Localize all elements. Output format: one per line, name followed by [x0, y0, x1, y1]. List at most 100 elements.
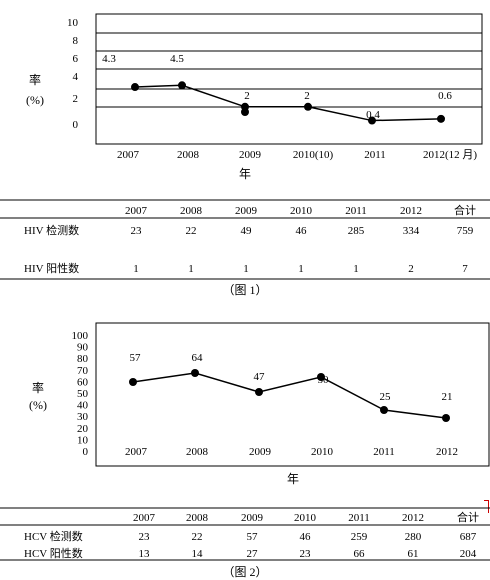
figure-2-caption: （图 2）	[222, 565, 268, 579]
table-2-cell-1-2: 14	[192, 548, 204, 560]
chart-1-ylabel-line2: (%)	[26, 93, 44, 107]
chart-1-data-label-2: 2	[244, 90, 250, 102]
chart-2-ytick-label-70: 70	[77, 365, 89, 377]
chart-2-data-label-2: 47	[254, 371, 266, 383]
chart-1-xtick-labels: 2007 2008 2009 2010(10) 2011 2012(12 月)	[117, 149, 477, 161]
table-2-header-7: 合计	[457, 510, 479, 524]
table-1-cells: 2007 2008 2009 2010 2011 2012 合计 HIV 检测数 23 22 49 4…	[24, 203, 476, 275]
table-1-header-5: 2011	[345, 205, 367, 217]
table-2-cell-0-0: HCV 检测数	[24, 529, 83, 543]
chart-2-ytick-label-50: 50	[77, 388, 89, 400]
chart-1-xtick-label-1: 2008	[177, 149, 200, 161]
chart-1-ytick-label-8: 8	[73, 35, 79, 47]
table-1-cell-0-2: 22	[186, 225, 197, 237]
table-2-cell-1-6: 61	[408, 548, 419, 560]
table-2-cell-0-2: 22	[192, 531, 203, 543]
table-2-cell-0-6: 280	[405, 531, 422, 543]
chart-1-xtick-label-0: 2007	[117, 149, 140, 161]
table-2-header-1: 2007	[133, 512, 156, 524]
chart-1-ylabel-line1: 率	[29, 72, 41, 87]
chart-1-ytick-label-6: 6	[73, 53, 79, 65]
chart-2-xtick-label-0: 2007	[125, 446, 148, 458]
chart-1-ytick-label-2: 2	[73, 93, 79, 105]
chart-2-plot-frame	[95, 322, 490, 467]
chart-2-ytick-label-30: 30	[77, 411, 89, 423]
chart-1-point-3	[304, 102, 312, 111]
table-2-header-6: 2012	[402, 512, 424, 524]
table-2: 2007 2008 2009 2010 2011 2012 合计 HCV 检测数 23 22 57 4…	[0, 507, 490, 561]
chart-1-xlabel: 年	[239, 167, 251, 181]
table-2-header-4: 2010	[294, 512, 317, 524]
table-2-header-3: 2009	[241, 512, 264, 524]
chart-2-ytick-label-80: 80	[77, 353, 89, 365]
chart-2-point-2	[255, 388, 263, 396]
chart-1-point-4	[368, 116, 376, 125]
chart-2-ytick-label-60: 60	[77, 376, 89, 388]
table-1-cell-0-4: 46	[296, 225, 308, 237]
chart-1-ytick-label-0: 0	[73, 119, 79, 131]
chart-1-data-label-0: 4.3	[102, 53, 116, 65]
table-1-header-3: 2009	[235, 205, 258, 217]
table-1-cell-0-0: HIV 检测数	[24, 223, 79, 237]
table-2-cell-1-0: HCV 阳性数	[24, 546, 83, 560]
chart-1-xtick-label-5: 2012(12 月)	[423, 149, 477, 161]
chart-1-ytick-label-4: 4	[73, 71, 79, 83]
table-1-cell-1-5: 1	[353, 263, 359, 275]
chart-1-data-label-1: 4.5	[170, 53, 184, 65]
chart-2-point-1	[191, 369, 199, 377]
table-1-cell-1-0: HIV 阳性数	[24, 261, 79, 275]
table-2-cells: 2007 2008 2009 2010 2011 2012 合计 HCV 检测数 23 22 57 4…	[24, 510, 479, 560]
chart-1-series-line	[134, 84, 442, 122]
chart-2-xlabel: 年	[287, 472, 299, 486]
table-1-header-2: 2008	[180, 205, 203, 217]
chart-1-point-2b	[241, 108, 249, 116]
table-2-cell-1-3: 27	[247, 548, 259, 560]
chart-2-xtick-labels: 2007 2008 2009 2010 2011 2012	[125, 446, 458, 458]
table-1-cell-0-1: 23	[131, 225, 143, 237]
chart-2-ytick-label-90: 90	[77, 342, 89, 354]
chart-2-point-0	[129, 378, 137, 386]
chart-1-point-1	[178, 81, 186, 90]
chart-2-point-3	[317, 373, 325, 381]
figure-1-caption: （图 1）	[222, 283, 268, 297]
table-1-cell-1-3: 1	[243, 263, 249, 275]
table-1-header-4: 2010	[290, 205, 313, 217]
chart-2-ytick-label-0: 0	[83, 446, 89, 458]
table-2-cell-1-4: 23	[300, 548, 312, 560]
chart-2-xtick-label-5: 2012	[436, 446, 458, 458]
table-2-cell-0-5: 259	[351, 531, 368, 543]
table-1-cell-1-2: 1	[188, 263, 194, 275]
chart-2-xtick-label-3: 2010	[311, 446, 334, 458]
chart-2-point-4	[380, 406, 388, 414]
table-1-cell-1-4: 1	[298, 263, 304, 275]
chart-2-ytick-label-10: 10	[77, 434, 89, 446]
chart-1-series: 4.3 4.5 2 2 0.4 0.6	[102, 53, 452, 125]
table-1-cell-0-6: 334	[403, 225, 420, 237]
table-1: 2007 2008 2009 2010 2011 2012 合计 HIV 检测数 23 22 49 4…	[0, 199, 490, 280]
table-2-cell-1-5: 66	[354, 548, 366, 560]
chart-2-series-line	[132, 372, 447, 419]
chart-1-xtick-label-4: 2011	[364, 149, 386, 161]
table-1-cell-1-1: 1	[133, 263, 139, 275]
table-1-header-1: 2007	[125, 205, 148, 217]
table-2-cell-0-1: 23	[139, 531, 151, 543]
corner-mark	[484, 500, 489, 513]
table-2-cell-0-7: 687	[460, 531, 477, 543]
chart-1-data-label-5: 0.6	[438, 90, 452, 102]
table-1-cell-0-3: 49	[241, 225, 253, 237]
chart-2-ytick-label-20: 20	[77, 423, 89, 435]
chart-2-ylabel-line1: 率	[32, 380, 44, 395]
chart-2-data-label-0: 57	[130, 352, 142, 364]
chart-1-plot-frame	[95, 13, 483, 145]
chart-1-ytick-label-10: 10	[67, 17, 79, 29]
table-1-cell-0-5: 285	[348, 225, 365, 237]
chart-1-ytick-labels: 10 8 6 4 2 0	[67, 17, 79, 131]
chart-2-data-label-3: 50	[318, 374, 330, 386]
chart-1-xtick-label-2: 2009	[239, 149, 262, 161]
table-2-header-2: 2008	[186, 512, 209, 524]
table-2-cell-1-7: 204	[460, 548, 477, 560]
chart-2-point-5	[442, 414, 450, 422]
